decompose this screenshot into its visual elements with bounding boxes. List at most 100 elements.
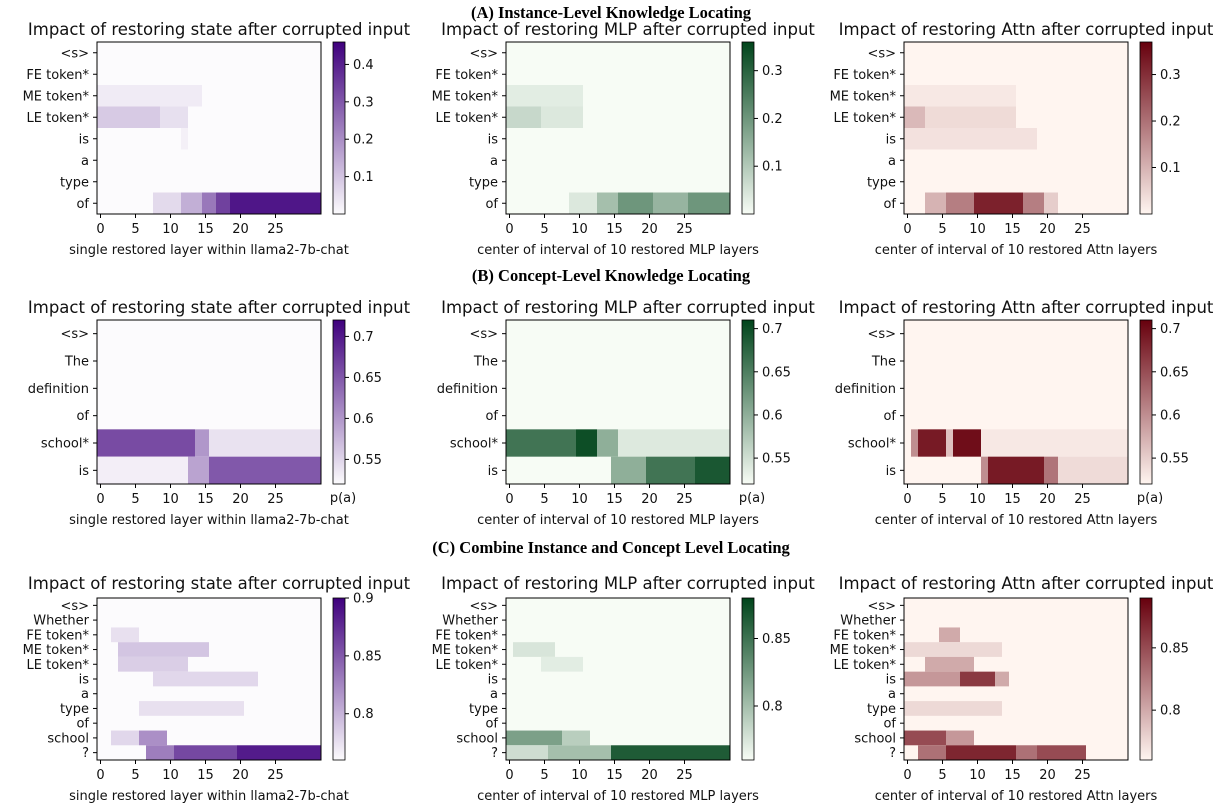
chart-4-ytick-label-1: <s> — [60, 327, 89, 342]
chart-9-xtick-label-6: 25 — [1074, 768, 1091, 783]
chart-9-ytick-label-2: Whether — [840, 614, 896, 629]
chart-1-cbar-tick-label-3: 0.3 — [353, 95, 374, 110]
chart-2-xtick-label-6: 25 — [676, 222, 693, 237]
heatmap-3: Impact of restoring Attn after corrupted… — [830, 20, 1214, 258]
chart-9-cell-7 — [904, 701, 1002, 716]
chart-9-cbar-tick-label-1: 0.8 — [1160, 704, 1181, 719]
chart-2-colorbar — [741, 41, 755, 215]
chart-1-cell-9 — [230, 192, 321, 214]
chart-8-ytick-label-9: of — [485, 717, 498, 732]
chart-2-ytick-label-2: FE token* — [435, 68, 498, 83]
chart-1-ytick-label-8: of — [76, 197, 89, 212]
chart-1-cell-1 — [97, 85, 202, 107]
chart-1-xtick-label-3: 10 — [162, 222, 179, 237]
chart-3-cbar-tick-label-3: 0.3 — [1160, 68, 1181, 83]
chart-5-cbar-tick-label-3: 0.65 — [762, 365, 791, 380]
chart-1-cbar-tick-label-1: 0.1 — [353, 170, 374, 185]
chart-6-xtick-label-5: 20 — [1039, 492, 1056, 507]
chart-5-colorbar — [741, 319, 755, 485]
chart-2-xtick-label-3: 10 — [571, 222, 588, 237]
chart-9-xtick-label-1: 0 — [903, 768, 911, 783]
chart-7-cbar-tick-label-1: 0.8 — [353, 707, 374, 722]
chart-3-ytick-label-1: <s> — [867, 46, 896, 61]
chart-4-cbar-tick-label-1: 0.55 — [353, 453, 382, 468]
chart-3-ytick-label-7: type — [867, 175, 896, 190]
heatmap-7: Impact of restoring state after corrupte… — [23, 574, 411, 804]
chart-4-xtick-label-5: 20 — [232, 492, 249, 507]
chart-8-colorbar — [741, 597, 755, 761]
chart-3-cbar-tick-label-1: 0.1 — [1160, 161, 1181, 176]
chart-3-cell-4 — [904, 128, 1037, 150]
chart-1-cell-8 — [216, 192, 230, 214]
chart-4-colorbar — [332, 319, 346, 485]
chart-5-ytick-label-4: of — [485, 409, 498, 424]
chart-6-cell-5 — [981, 429, 1128, 457]
chart-3-xlabel: center of interval of 10 restored Attn l… — [875, 243, 1158, 258]
heatmap-8: Impact of restoring MLP after corrupted … — [432, 574, 816, 804]
chart-4-xtick-label-1: 0 — [96, 492, 104, 507]
chart-3-xtick-label-1: 0 — [903, 222, 911, 237]
chart-3-ytick-label-5: is — [886, 132, 897, 147]
chart-2-cell-3 — [541, 106, 583, 128]
chart-9-cell-5 — [960, 671, 995, 687]
chart-9-ytick-label-10: school — [854, 731, 896, 746]
chart-7-ytick-label-4: ME token* — [23, 643, 90, 658]
chart-5-xtick-label-5: 20 — [641, 492, 658, 507]
chart-4-cell-2 — [195, 429, 209, 457]
chart-2-xtick-label-2: 5 — [540, 222, 548, 237]
chart-1-ytick-label-6: a — [81, 154, 89, 169]
chart-6-cell-1 — [911, 429, 918, 457]
chart-2-ytick-label-4: LE token* — [436, 111, 499, 126]
section-c-title: (C) Combine Instance and Concept Level L… — [432, 538, 790, 557]
chart-7-cell-5 — [139, 701, 244, 716]
chart-7-cbar-tick-label-3: 0.9 — [353, 592, 374, 607]
chart-1-colorbar — [332, 41, 346, 215]
chart-4-ytick-label-4: of — [76, 409, 89, 424]
chart-6-ytick-label-3: definition — [835, 382, 896, 397]
chart-2-ytick-label-5: is — [488, 132, 499, 147]
chart-2-cbar-tick-label-3: 0.3 — [762, 64, 783, 79]
chart-1-xtick-label-4: 15 — [197, 222, 214, 237]
heatmap-6: Impact of restoring Attn after corrupted… — [835, 298, 1214, 528]
chart-4-ytick-label-6: is — [79, 464, 90, 479]
chart-8-cell-2 — [541, 656, 583, 672]
chart-7-colorbar — [332, 597, 346, 761]
chart-5-ytick-label-1: <s> — [469, 327, 498, 342]
chart-8-ytick-label-8: type — [469, 702, 498, 717]
chart-9-ytick-label-6: is — [886, 673, 897, 688]
chart-5-ytick-label-3: definition — [437, 382, 498, 397]
chart-6-cbar-tick-label-4: 0.7 — [1160, 322, 1181, 337]
chart-6-cbar-tick-label-3: 0.65 — [1160, 365, 1189, 380]
chart-9-xlabel: center of interval of 10 restored Attn l… — [875, 789, 1158, 804]
chart-3-cell-1 — [904, 85, 1016, 107]
chart-9-ytick-label-3: FE token* — [833, 628, 896, 643]
chart-9-cell-3 — [925, 656, 974, 672]
chart-5-cbar-tick-label-2: 0.6 — [762, 408, 783, 423]
chart-5-cell-3 — [597, 429, 618, 457]
chart-8-ytick-label-2: Whether — [442, 614, 498, 629]
chart-1-xtick-label-6: 25 — [267, 222, 284, 237]
chart-6-xtick-label-1: 0 — [903, 492, 911, 507]
chart-6-ytick-label-4: of — [883, 409, 896, 424]
chart-9-ytick-label-8: type — [867, 702, 896, 717]
chart-9-cell-6 — [995, 671, 1009, 687]
chart-2-ytick-label-8: of — [485, 197, 498, 212]
chart-7-ytick-label-7: a — [81, 687, 89, 702]
chart-9-cell-12 — [1016, 745, 1037, 760]
chart-2-cell-5 — [597, 192, 618, 214]
chart-7-ytick-label-5: LE token* — [27, 658, 90, 673]
chart-5-cbar-label: p(a) — [739, 491, 765, 506]
chart-3-xtick-label-4: 15 — [1004, 222, 1021, 237]
chart-7-title: Impact of restoring state after corrupte… — [28, 574, 411, 593]
chart-8-xlabel: center of interval of 10 restored MLP la… — [477, 789, 759, 804]
chart-4-cbar-label: p(a) — [330, 491, 356, 506]
chart-4-xtick-label-6: 25 — [267, 492, 284, 507]
chart-9-xtick-label-4: 15 — [1004, 768, 1021, 783]
chart-5-ytick-label-5: school* — [450, 437, 499, 452]
chart-7-cbar-tick-label-2: 0.85 — [353, 649, 382, 664]
chart-8-xtick-label-5: 20 — [641, 768, 658, 783]
chart-8-cell-7 — [611, 745, 730, 760]
chart-8-cbar-tick-label-2: 0.85 — [762, 632, 791, 647]
chart-7-xtick-label-5: 20 — [232, 768, 249, 783]
chart-4-xtick-label-2: 5 — [131, 492, 139, 507]
